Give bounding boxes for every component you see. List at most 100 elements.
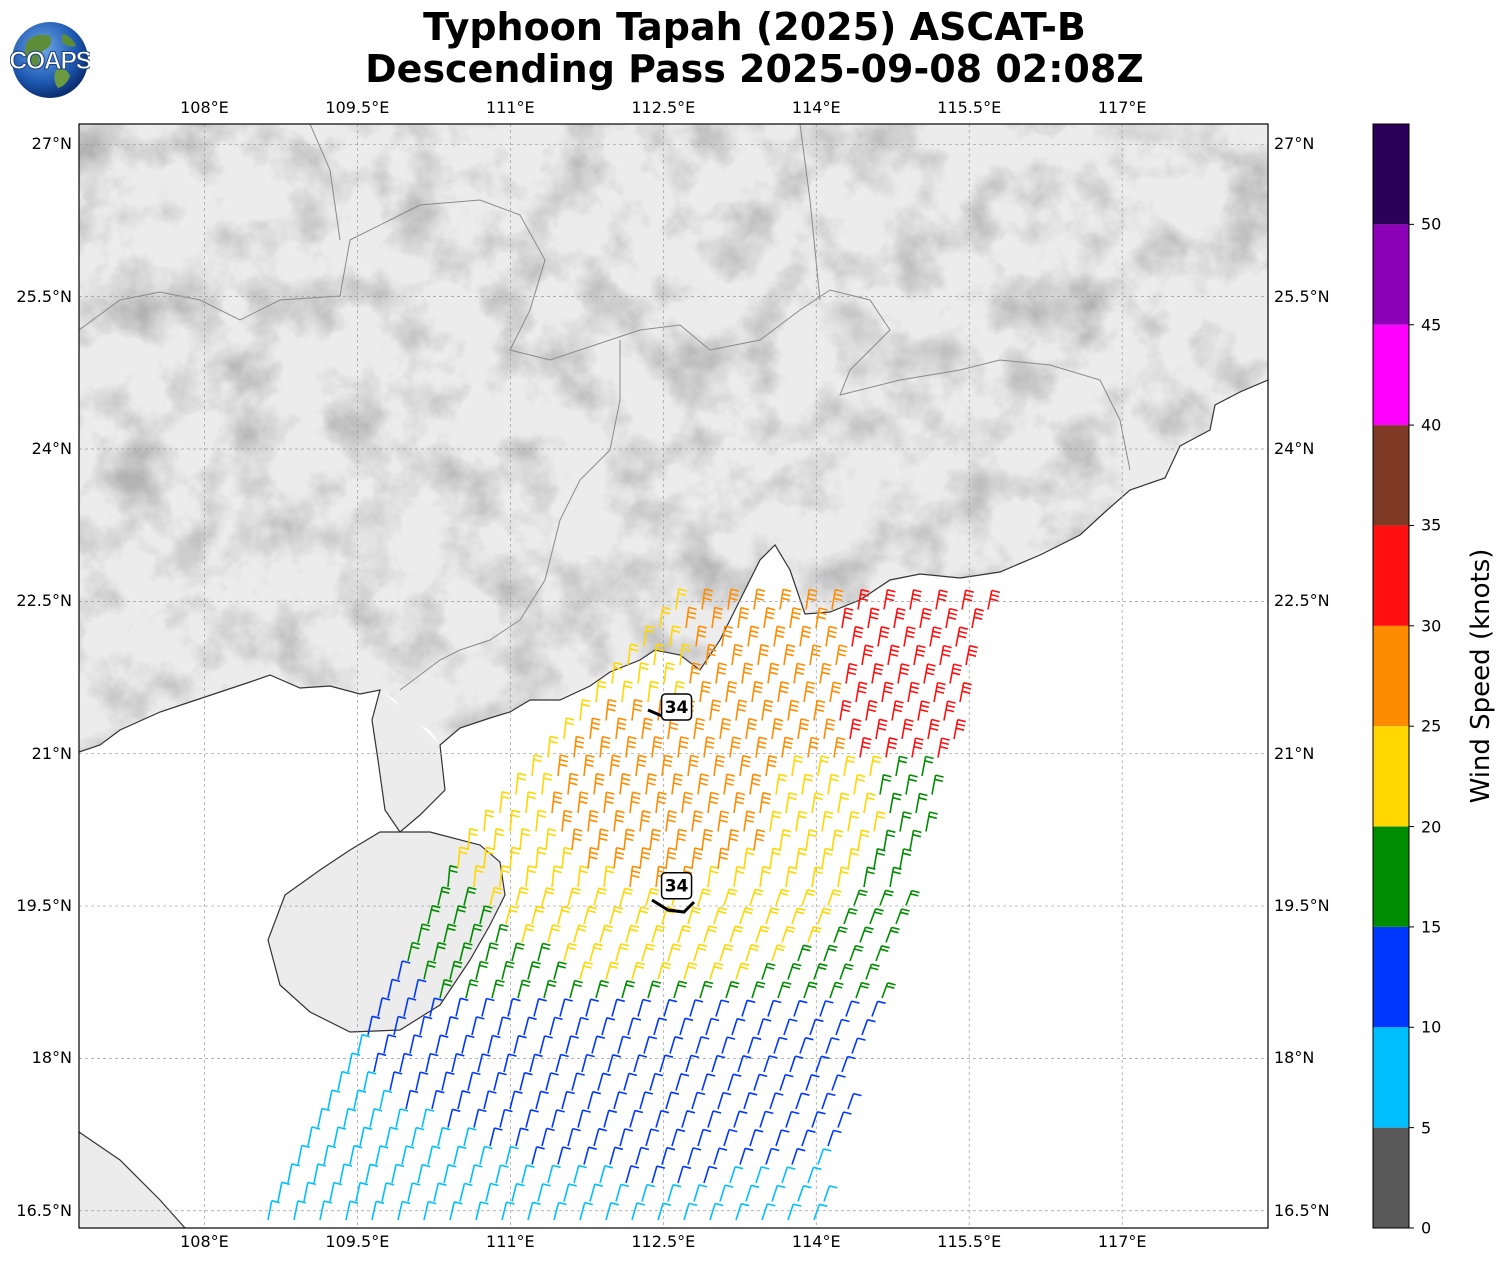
lon-tick-label-bottom: 115.5°E bbox=[937, 1232, 1002, 1251]
wind-barb bbox=[521, 923, 535, 943]
wind-barb bbox=[687, 754, 699, 777]
wind-barb bbox=[669, 1036, 684, 1054]
wind-barb bbox=[629, 1109, 644, 1128]
wind-barb bbox=[851, 625, 864, 647]
wind-barb bbox=[593, 887, 607, 906]
wind-barb bbox=[631, 1202, 646, 1221]
wind-barb bbox=[859, 736, 872, 758]
wind-barb bbox=[595, 979, 609, 999]
wind-barb bbox=[531, 754, 543, 777]
wind-barb bbox=[609, 1146, 623, 1165]
wind-barb bbox=[357, 1033, 371, 1054]
lon-tick-label-bottom: 108°E bbox=[180, 1232, 229, 1251]
wind-barb bbox=[485, 1182, 499, 1202]
wind-barb bbox=[853, 889, 868, 906]
lat-tick-label-right: 22.5°N bbox=[1274, 591, 1330, 611]
wind-barb bbox=[417, 923, 431, 943]
wind-barb bbox=[689, 999, 704, 1017]
wind-barb bbox=[693, 1184, 708, 1202]
wind-barb bbox=[425, 1052, 439, 1073]
wind-barb bbox=[635, 754, 647, 777]
wind-barb bbox=[765, 755, 778, 777]
wind-barb bbox=[937, 737, 950, 758]
wind-barb bbox=[789, 607, 802, 629]
wind-barb bbox=[339, 1163, 353, 1184]
wind-barb bbox=[453, 1145, 467, 1165]
wind-barb bbox=[625, 924, 640, 943]
wind-barb bbox=[367, 1015, 381, 1036]
wind-barb bbox=[853, 773, 866, 795]
wind-barb bbox=[771, 1184, 786, 1202]
lat-tick-label-left: 27°N bbox=[31, 134, 72, 154]
colorbar-tick-label: 40 bbox=[1421, 415, 1442, 435]
wind-barb bbox=[493, 828, 505, 851]
wind-barb bbox=[735, 962, 750, 980]
wind-barb bbox=[399, 1052, 413, 1073]
wind-barb bbox=[743, 810, 756, 832]
wind-barb bbox=[793, 662, 806, 684]
wind-barb bbox=[631, 961, 646, 980]
wind-barb bbox=[403, 997, 417, 1017]
wind-barb bbox=[555, 1053, 569, 1073]
wind-barb bbox=[791, 907, 806, 925]
wind-barb bbox=[293, 1200, 306, 1221]
wind-barb bbox=[621, 980, 636, 999]
wind-barb bbox=[855, 681, 868, 703]
wind-barb bbox=[673, 980, 688, 999]
wind-barb bbox=[861, 644, 874, 666]
wind-barb bbox=[671, 1128, 686, 1147]
wind-barb bbox=[635, 906, 650, 925]
wind-barb bbox=[695, 625, 707, 647]
wind-barb bbox=[577, 865, 589, 888]
wind-barb bbox=[287, 1163, 300, 1184]
wind-barb bbox=[639, 810, 651, 832]
wind-barb bbox=[395, 1108, 409, 1128]
wind-barb bbox=[485, 942, 499, 962]
wind-barb bbox=[423, 960, 437, 980]
wind-barb bbox=[715, 999, 730, 1017]
wind-barb bbox=[889, 792, 902, 814]
wind-barb bbox=[557, 905, 571, 925]
wind-barb bbox=[313, 1163, 327, 1184]
wind-barb bbox=[757, 643, 770, 666]
wind-barb bbox=[723, 773, 736, 795]
wind-barb bbox=[869, 755, 882, 777]
wind-barb bbox=[597, 828, 609, 851]
colorbar-tick-label: 20 bbox=[1421, 817, 1442, 837]
wind-barb bbox=[439, 978, 453, 999]
wind-barb bbox=[473, 1108, 487, 1128]
wind-barb bbox=[683, 1202, 698, 1221]
wind-barb bbox=[797, 718, 810, 740]
wind-barb bbox=[885, 737, 898, 758]
wind-barb bbox=[751, 981, 766, 999]
wind-barb bbox=[753, 1073, 768, 1091]
wind-barb bbox=[759, 791, 772, 814]
wind-barb bbox=[725, 680, 738, 703]
wind-barb bbox=[563, 717, 575, 740]
wind-barb bbox=[609, 906, 623, 925]
wind-barb bbox=[809, 644, 822, 666]
wind-barb bbox=[573, 735, 585, 758]
wind-barb bbox=[735, 699, 748, 721]
lat-tick-label-right: 16.5°N bbox=[1274, 1200, 1330, 1220]
wind-barb bbox=[987, 589, 1000, 610]
wind-barb bbox=[733, 791, 746, 814]
wind-barb bbox=[755, 1166, 770, 1184]
wind-barb bbox=[653, 643, 665, 666]
wind-barb bbox=[385, 1126, 399, 1147]
wind-barb bbox=[775, 888, 790, 906]
wind-barb bbox=[491, 979, 505, 999]
wind-barb bbox=[943, 700, 956, 721]
wind-barb bbox=[863, 866, 876, 888]
wind-barb bbox=[871, 1000, 886, 1017]
wind-barb bbox=[681, 791, 693, 814]
lon-tick-label-bottom: 112.5°E bbox=[631, 1232, 696, 1251]
wind-barb bbox=[813, 699, 826, 721]
wind-barb bbox=[799, 625, 812, 647]
wind-barb bbox=[427, 904, 441, 925]
wind-barb bbox=[647, 980, 662, 999]
wind-barb bbox=[449, 1201, 463, 1221]
wind-barb bbox=[587, 846, 599, 869]
wind-barb bbox=[865, 963, 880, 980]
wind-barb bbox=[691, 810, 703, 832]
